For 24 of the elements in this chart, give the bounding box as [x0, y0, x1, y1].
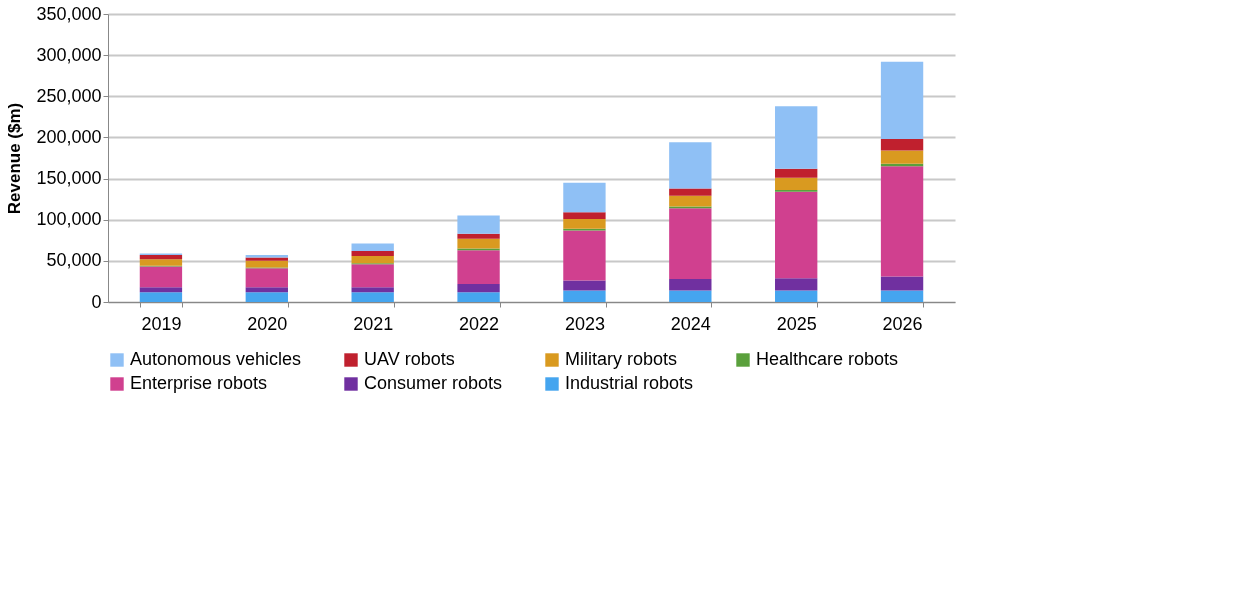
- legend-label: Healthcare robots: [756, 349, 899, 369]
- legend-label: Autonomous vehicles: [130, 349, 302, 369]
- y-tick-label: 200,000: [36, 126, 102, 147]
- y-tick-label: 0: [91, 291, 102, 312]
- x-tick-label: 2019: [141, 313, 182, 334]
- y-tick-label: 50,000: [46, 250, 102, 271]
- y-tick-label: 150,000: [36, 168, 102, 189]
- y-tick-label: 250,000: [36, 85, 102, 106]
- y-axis-title: Revenue ($m): [5, 102, 25, 215]
- legend-label: Enterprise robots: [130, 373, 268, 393]
- legend-label: UAV robots: [364, 349, 455, 369]
- y-tick-label: 300,000: [36, 44, 102, 65]
- x-tick-label: 2024: [670, 313, 711, 334]
- y-tick-label: 100,000: [36, 209, 102, 230]
- x-tick-label: 2020: [247, 313, 288, 334]
- x-tick-label: 2026: [882, 313, 923, 334]
- y-tick-label: 350,000: [36, 3, 102, 24]
- legend-label: Military robots: [565, 349, 678, 369]
- legend-label: Consumer robots: [364, 373, 503, 393]
- x-tick-label: 2021: [353, 313, 394, 334]
- legend-label: Industrial robots: [565, 373, 694, 393]
- x-tick-label: 2025: [776, 313, 817, 334]
- x-tick-label: 2023: [564, 313, 605, 334]
- x-tick-label: 2022: [459, 313, 500, 334]
